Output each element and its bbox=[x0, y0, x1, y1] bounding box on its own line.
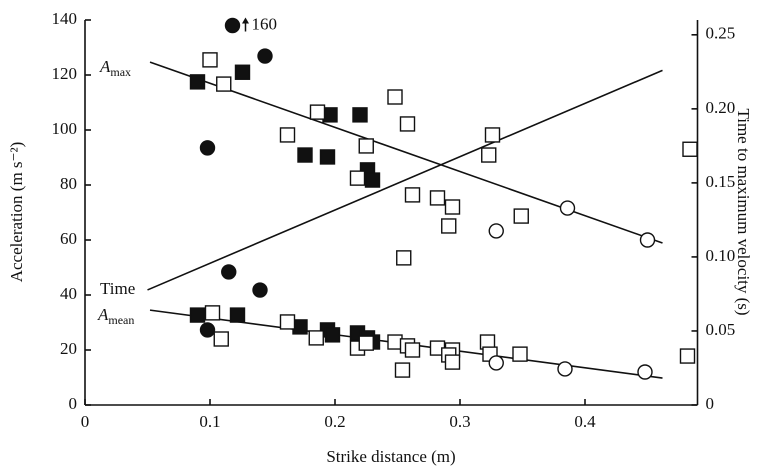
marker bbox=[352, 107, 368, 123]
fit-label-main: A bbox=[99, 57, 111, 76]
marker bbox=[358, 138, 374, 154]
fit-label: Amax bbox=[99, 57, 131, 79]
x-tick-label: 0.1 bbox=[199, 412, 220, 431]
marker bbox=[199, 322, 216, 338]
marker bbox=[557, 361, 573, 377]
marker bbox=[484, 127, 501, 143]
marker bbox=[399, 116, 416, 132]
marker bbox=[394, 362, 411, 378]
marker bbox=[364, 172, 381, 188]
fit-line bbox=[149, 61, 663, 244]
marker bbox=[404, 342, 421, 358]
marker bbox=[513, 208, 529, 224]
marker bbox=[682, 141, 698, 157]
y2-tick-label: 0.10 bbox=[706, 246, 736, 265]
marker bbox=[512, 346, 528, 362]
marker bbox=[309, 104, 326, 120]
y-tick-label: 120 bbox=[52, 64, 78, 83]
marker bbox=[319, 149, 336, 165]
marker bbox=[481, 147, 497, 163]
y-tick-label: 80 bbox=[60, 174, 77, 193]
x-tick-label: 0.3 bbox=[449, 412, 470, 431]
value-label: 160 bbox=[252, 14, 278, 33]
marker bbox=[396, 250, 412, 266]
arrow-head bbox=[242, 17, 249, 24]
marker bbox=[279, 127, 296, 143]
y2-tick-label: 0.20 bbox=[706, 98, 736, 117]
marker bbox=[229, 307, 246, 323]
marker bbox=[349, 170, 366, 186]
marker bbox=[639, 232, 656, 248]
marker bbox=[279, 314, 296, 330]
y-tick-label: 40 bbox=[60, 284, 77, 303]
y2-axis-label: Time to maximum velocity (s) bbox=[734, 108, 753, 315]
y-axis-label: Acceleration (m s⁻²) bbox=[7, 142, 26, 283]
y-tick-label: 140 bbox=[52, 9, 78, 28]
x-tick-label: 0.2 bbox=[324, 412, 345, 431]
marker bbox=[216, 76, 232, 92]
fit-label-sub: max bbox=[110, 65, 131, 79]
y-tick-label: 60 bbox=[60, 229, 77, 248]
marker bbox=[358, 335, 374, 351]
y2-tick-label: 0 bbox=[706, 394, 715, 413]
fit-label: Time bbox=[100, 279, 135, 298]
marker bbox=[441, 218, 457, 234]
marker bbox=[679, 348, 696, 364]
y2-tick-label: 0.05 bbox=[706, 320, 736, 339]
marker bbox=[559, 200, 576, 216]
marker bbox=[199, 140, 216, 156]
marker bbox=[429, 190, 446, 206]
marker bbox=[324, 327, 341, 343]
x-axis-label: Strike distance (m) bbox=[326, 447, 455, 466]
marker bbox=[297, 147, 313, 163]
marker bbox=[308, 330, 324, 346]
y-tick-label: 0 bbox=[69, 394, 78, 413]
y2-tick-label: 0.25 bbox=[706, 24, 736, 43]
x-tick-label: 0 bbox=[81, 412, 90, 431]
marker bbox=[404, 187, 421, 203]
x-tick-label: 0.4 bbox=[574, 412, 596, 431]
y2-tick-label: 0.15 bbox=[706, 172, 736, 191]
marker bbox=[387, 89, 403, 105]
marker bbox=[444, 199, 461, 215]
marker bbox=[221, 264, 237, 280]
marker bbox=[257, 48, 273, 64]
marker bbox=[189, 74, 206, 90]
marker bbox=[189, 307, 206, 323]
marker bbox=[252, 282, 268, 298]
fit-label-main: Time bbox=[100, 279, 135, 298]
marker bbox=[213, 331, 229, 347]
fit-label-main: A bbox=[97, 305, 109, 324]
marker bbox=[444, 354, 461, 370]
marker bbox=[637, 364, 653, 380]
y-tick-label: 100 bbox=[52, 119, 78, 138]
marker bbox=[234, 64, 251, 80]
y-tick-label: 20 bbox=[60, 339, 77, 358]
marker bbox=[204, 305, 221, 321]
marker bbox=[488, 355, 504, 371]
marker bbox=[488, 223, 504, 239]
fit-label-sub: mean bbox=[108, 313, 134, 327]
fit-line bbox=[147, 69, 663, 291]
marker bbox=[224, 17, 241, 34]
fit-label: Amean bbox=[97, 305, 134, 327]
marker bbox=[202, 52, 218, 68]
